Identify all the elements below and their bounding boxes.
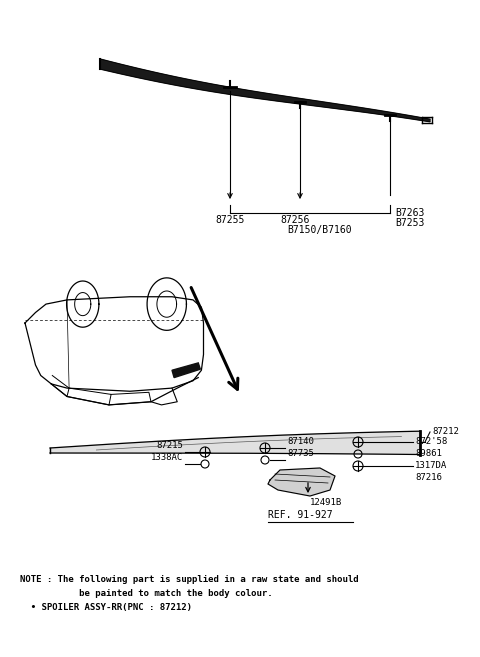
Text: 87255: 87255 [216, 215, 245, 225]
Text: B7263: B7263 [395, 208, 424, 218]
Text: 1338AC: 1338AC [151, 453, 183, 462]
Text: 87140: 87140 [287, 437, 314, 446]
Polygon shape [268, 468, 335, 496]
Text: B7253: B7253 [395, 218, 424, 228]
Text: 87256: 87256 [280, 215, 310, 225]
Polygon shape [172, 363, 200, 378]
Text: 87735: 87735 [287, 449, 314, 458]
Text: be painted to match the body colour.: be painted to match the body colour. [20, 589, 273, 598]
Text: 12491B: 12491B [310, 498, 342, 507]
Text: 872'58: 872'58 [415, 438, 447, 447]
Text: 87212: 87212 [432, 428, 459, 436]
Text: • SPOILER ASSY-RR(PNC : 87212): • SPOILER ASSY-RR(PNC : 87212) [20, 603, 192, 612]
Text: 87216: 87216 [415, 472, 442, 482]
Polygon shape [100, 59, 430, 122]
Text: 89861: 89861 [415, 449, 442, 459]
Text: REF. 91-927: REF. 91-927 [268, 510, 333, 520]
Text: B7150/B7160: B7150/B7160 [288, 225, 352, 235]
Text: 1317DA: 1317DA [415, 461, 447, 470]
Text: NOTE : The following part is supplied in a raw state and should: NOTE : The following part is supplied in… [20, 575, 359, 584]
Text: 87215: 87215 [156, 441, 183, 450]
Polygon shape [50, 431, 420, 455]
